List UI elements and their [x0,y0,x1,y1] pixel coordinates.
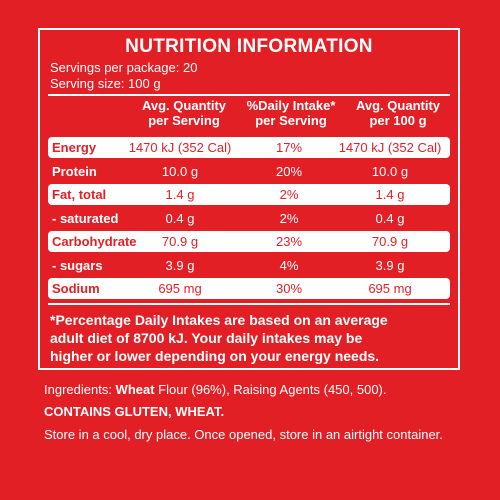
column-header-daily-intake: %Daily Intake* per Serving [236,98,346,128]
column-header-line: %Daily Intake* [246,98,336,113]
value-daily-intake: 2% [279,210,299,226]
value-per-serving: 10.0 g [161,163,199,179]
nutrient-row: - sugars 3.9 g 4% 3.9 g [48,255,450,276]
note-line: higher or lower depending on your energy… [50,348,380,364]
value-daily-intake: 20% [275,163,303,179]
value-per-100g: 70.9 g [371,234,409,249]
note-divider [48,303,450,305]
column-header-per-100g: Avg. Quantity per 100 g [348,98,448,128]
value-per-100g: 0.4 g [375,210,405,226]
column-header-line: per Serving [255,113,327,128]
note-line: *Percentage Daily Intakes are based on a… [50,312,388,328]
value-per-100g: 695 mg [368,281,412,296]
ingredients-text: Ingredients: Wheat Flour (96%), Raising … [44,382,464,398]
nutrient-row: Carbohydrate 70.9 g 23% 70.9 g [48,231,450,252]
nutrient-name: Sodium [52,281,100,296]
note-line: adult diet of 8700 kJ. Your daily intake… [50,330,363,346]
value-per-serving: 0.4 g [165,210,195,226]
storage-instructions: Store in a cool, dry place. Once opened,… [44,427,443,442]
value-per-100g: 1470 kJ (352 Cal) [338,140,442,155]
column-header-line: Avg. Quantity [355,98,441,113]
nutrient-row: Energy 1470 kJ (352 Cal) 17% 1470 kJ (352 C… [48,137,450,158]
nutrition-panel: NUTRITION INFORMATION Servings per packa… [38,28,460,370]
value-per-serving: 3.9 g [165,257,195,273]
nutrient-name: - saturated [52,210,119,226]
value-daily-intake: 30% [275,281,303,296]
nutrient-name: Energy [52,140,97,155]
value-daily-intake: 4% [279,257,299,273]
value-per-100g: 1.4 g [375,187,405,202]
nutrient-name: Carbohydrate [52,234,137,249]
value-per-serving: 1470 kJ (352 Cal) [128,140,232,155]
nutrient-name: Protein [52,163,97,179]
header-divider [48,94,450,96]
column-header-line: per Serving [148,113,220,128]
daily-intake-note: *Percentage Daily Intakes are based on a… [50,311,454,365]
servings-per-package: Servings per package: 20 [50,60,198,75]
value-per-100g: 3.9 g [375,257,405,273]
ingredients-rest: Flour (96%), Raising Agents (450, 500). [154,382,387,397]
nutrient-name: - sugars [52,257,103,273]
allergen-statement: CONTAINS GLUTEN, WHEAT. [44,404,225,419]
value-per-serving: 1.4 g [165,187,195,202]
value-daily-intake: 17% [275,140,303,155]
nutrient-row: Protein 10.0 g 20% 10.0 g [48,161,450,182]
ingredients-bold-word: Wheat [115,382,155,397]
value-per-serving: 70.9 g [161,234,199,249]
nutrient-row: Sodium 695 mg 30% 695 mg [48,278,450,299]
value-per-100g: 10.0 g [371,163,409,179]
column-header-per-serving: Avg. Quantity per Serving [134,98,234,128]
ingredients-prefix: Ingredients: [44,382,116,397]
panel-title: NUTRITION INFORMATION [125,36,373,57]
value-per-serving: 695 mg [158,281,202,296]
value-daily-intake: 2% [279,187,299,202]
column-header-line: Avg. Quantity [141,98,227,113]
nutrient-row: - saturated 0.4 g 2% 0.4 g [48,208,450,229]
nutrient-row: Fat, total 1.4 g 2% 1.4 g [48,184,450,205]
serving-size: Serving size: 100 g [50,76,161,91]
column-header-line: per 100 g [369,113,427,128]
nutrient-name: Fat, total [52,187,107,202]
value-daily-intake: 23% [275,234,303,249]
